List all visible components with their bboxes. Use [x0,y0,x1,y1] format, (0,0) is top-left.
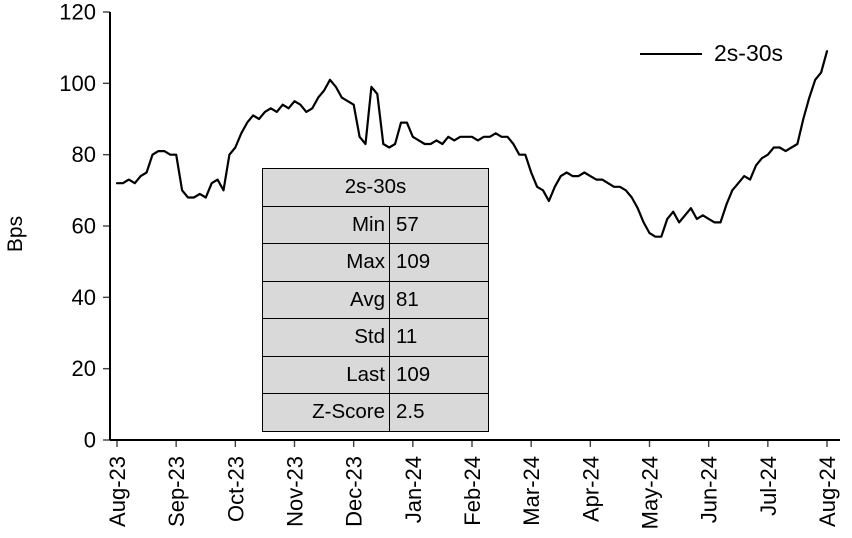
x-tick-label: Jan-24 [401,456,426,523]
x-tick-label: Oct-23 [223,456,248,522]
y-axis-title: Bps [4,215,27,253]
stats-label-avg: Avg [262,280,390,319]
stats-label-max: Max [262,243,390,282]
x-tick-label: Feb-24 [460,456,485,526]
stats-label-min: Min [262,205,390,244]
x-tick-label: May-24 [638,456,663,529]
legend-line-swatch [640,52,702,55]
x-tick-label: Apr-24 [578,456,603,522]
y-tick-label: 100 [59,71,96,96]
x-tick-label: Mar-24 [519,456,544,526]
stats-row-last: Last 109 [262,355,489,394]
stats-row-avg: Avg 81 [262,280,489,319]
stats-label-zscore: Z-Score [262,393,390,432]
stats-table-header: 2s-30s [262,168,489,207]
x-tick-label: Aug-23 [105,456,130,527]
stats-table-grid: 2s-30s Min 57 Max 109 Avg 81 Std 11 Last… [262,168,489,432]
stats-table: 2s-30s Min 57 Max 109 Avg 81 Std 11 Last… [262,168,489,432]
legend-label: 2s-30s [714,40,784,66]
y-tick-label: 60 [72,214,96,239]
y-tick-label: 80 [72,142,96,167]
y-tick-label: 0 [84,428,96,453]
stats-label-std: Std [262,318,390,357]
stats-value-min: 57 [389,205,489,244]
stats-row-max: Max 109 [262,243,489,282]
x-tick-label: Dec-23 [342,456,367,527]
y-tick-label: 20 [72,356,96,381]
stats-row-zscore: Z-Score 2.5 [262,393,489,432]
y-tick-label: 40 [72,285,96,310]
stats-value-last: 109 [389,355,489,394]
stats-label-last: Last [262,355,390,394]
x-tick-label: Aug-24 [815,456,840,527]
stats-row-min: Min 57 [262,205,489,244]
stats-value-max: 109 [389,243,489,282]
x-tick-label: Jul-24 [756,456,781,516]
stats-value-avg: 81 [389,280,489,319]
legend: 2s-30s [640,40,783,67]
y-tick-label: 120 [59,0,96,25]
stats-table-header-row: 2s-30s [262,168,489,207]
stats-value-zscore: 2.5 [389,393,489,432]
stats-value-std: 11 [389,318,489,357]
x-tick-label: Nov-23 [283,456,308,527]
stats-row-std: Std 11 [262,318,489,357]
x-tick-label: Sep-23 [164,456,189,527]
series-line-2s-30s [115,50,829,238]
x-tick-label: Jun-24 [697,456,722,523]
